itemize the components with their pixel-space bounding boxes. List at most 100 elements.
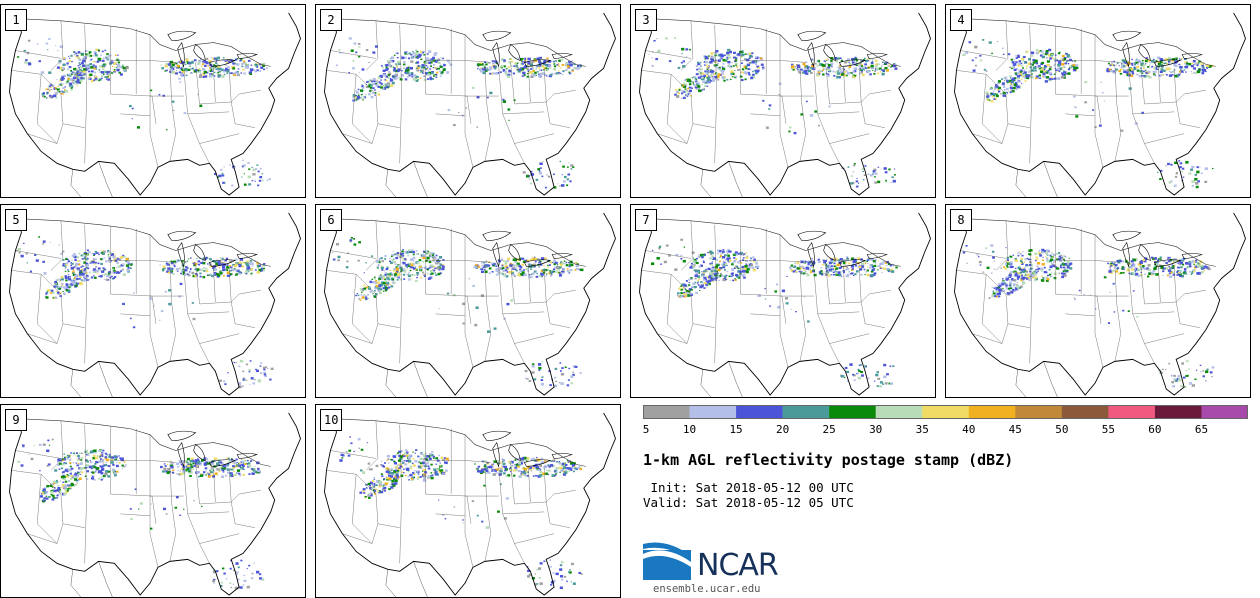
lake-outline <box>798 31 826 41</box>
member-panel-9: 9 <box>0 404 306 598</box>
state-boundary <box>200 334 240 344</box>
state-boundary <box>400 25 402 164</box>
colorbar-bin-45 <box>1015 405 1062 419</box>
state-boundary <box>503 512 545 514</box>
coastline <box>954 13 1245 195</box>
state-boundary <box>1180 124 1200 128</box>
state-boundary <box>960 251 1006 259</box>
state-boundary <box>465 35 473 168</box>
colorbar-tick-label: 35 <box>916 423 929 436</box>
state-boundary <box>150 435 158 568</box>
member-panel-10: 10 <box>315 404 621 598</box>
state-boundary <box>499 266 525 363</box>
state-boundary <box>15 451 61 459</box>
state-boundary <box>378 324 400 328</box>
state-boundary <box>37 274 57 343</box>
lake-outline <box>509 245 521 261</box>
member-panel-2: 2 <box>315 4 621 198</box>
state-boundary <box>15 51 61 59</box>
state-boundary <box>330 451 376 459</box>
state-boundary <box>213 266 215 302</box>
state-boundary <box>235 524 255 528</box>
state-boundary <box>235 124 255 128</box>
reflectivity-field <box>962 39 1213 188</box>
colorbar-bin-30 <box>876 405 923 419</box>
reflectivity-map <box>316 5 620 197</box>
state-boundary <box>200 134 240 144</box>
state-boundary <box>1129 66 1155 163</box>
colorbar-tick-label: 15 <box>729 423 742 436</box>
state-boundary <box>352 274 372 343</box>
init-time: Init: Sat 2018-05-12 00 UTC <box>643 480 854 495</box>
lake-outline <box>808 43 815 67</box>
colorbar-tick-label: 45 <box>1009 423 1022 436</box>
state-boundary <box>515 494 555 504</box>
state-boundary <box>1055 94 1101 124</box>
state-boundary <box>1095 35 1103 168</box>
canada-border <box>966 219 1215 267</box>
colorbar-tick-label: 20 <box>776 423 789 436</box>
state-boundary <box>63 124 85 128</box>
member-label: 9 <box>5 409 27 431</box>
state-boundary <box>378 524 400 528</box>
state-boundary <box>229 268 235 323</box>
reflectivity-field <box>651 239 898 388</box>
colorbar-bin-10 <box>690 405 737 419</box>
lake-outline <box>168 31 196 41</box>
state-boundary <box>330 251 376 259</box>
state-boundary <box>554 90 576 94</box>
state-boundary <box>1030 225 1032 364</box>
state-boundary <box>485 264 491 361</box>
coastline <box>324 13 615 195</box>
colorbar <box>643 405 1248 419</box>
member-label: 1 <box>5 9 27 31</box>
state-boundary <box>1129 266 1155 363</box>
state-boundary <box>85 25 87 164</box>
state-boundary <box>184 466 210 563</box>
state-boundary <box>956 70 1007 123</box>
member-panel-5: 5 <box>0 204 306 398</box>
state-boundary <box>485 464 491 561</box>
state-boundary <box>188 512 230 514</box>
coastline <box>954 213 1245 395</box>
state-boundary <box>1095 60 1121 62</box>
state-boundary <box>499 466 525 563</box>
colorbar-bin-35 <box>922 405 969 419</box>
state-boundary <box>818 112 860 114</box>
state-boundary <box>63 524 85 528</box>
reflectivity-map <box>946 5 1250 197</box>
state-boundary <box>780 60 806 62</box>
colorbar-bin-40 <box>969 405 1016 419</box>
state-boundary <box>515 294 555 304</box>
state-boundary <box>503 312 545 314</box>
state-boundary <box>515 134 555 144</box>
lake-outline <box>168 231 196 241</box>
state-boundary <box>544 268 550 323</box>
state-boundary <box>859 68 865 123</box>
reflectivity-field <box>16 236 274 388</box>
state-boundary <box>1065 114 1095 116</box>
colorbar-tick-label: 55 <box>1102 423 1115 436</box>
lake-outline <box>824 45 836 61</box>
reflectivity-field <box>17 439 264 590</box>
lake-outline <box>1113 31 1141 41</box>
lake-outline <box>1113 231 1141 241</box>
state-boundary <box>830 94 870 104</box>
site-url: ensemble.ucar.edu <box>653 583 760 595</box>
member-label: 10 <box>320 409 342 431</box>
colorbar-bin-20 <box>783 405 830 419</box>
lake-outline <box>237 253 257 258</box>
reflectivity-map <box>1 5 305 197</box>
state-boundary <box>1145 294 1185 304</box>
member-panel-7: 7 <box>630 204 936 398</box>
member-label: 4 <box>950 9 972 31</box>
state-boundary <box>188 312 230 314</box>
state-boundary <box>499 66 525 163</box>
state-boundary <box>110 494 156 524</box>
state-boundary <box>1030 25 1032 164</box>
state-boundary <box>1145 334 1185 344</box>
state-boundary <box>1184 90 1206 94</box>
state-boundary <box>1008 124 1030 128</box>
member-panel-8: 8 <box>945 204 1251 398</box>
